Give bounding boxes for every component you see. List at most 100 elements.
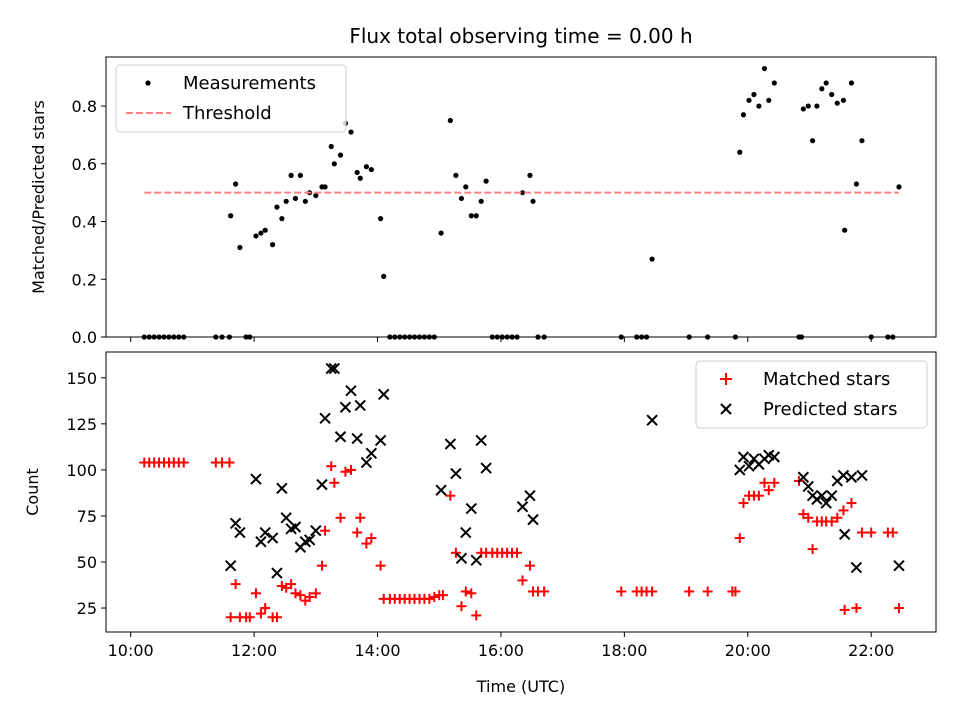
legend-marker-matched-stars xyxy=(720,373,732,385)
measurement-point xyxy=(292,195,299,202)
y-tick-label: 0.2 xyxy=(72,270,97,289)
measurement-point xyxy=(453,172,459,178)
measurement-point xyxy=(527,172,533,178)
measurement-point xyxy=(237,244,243,251)
matched-stars-point xyxy=(738,498,749,509)
matched-stars-point xyxy=(345,464,356,475)
matched-stars-point xyxy=(851,603,862,614)
predicted-stars-point xyxy=(527,513,539,526)
measurement-point xyxy=(262,227,268,233)
y-tick-label: 125 xyxy=(66,415,97,434)
measurement-point xyxy=(228,213,234,219)
measurement-point xyxy=(853,181,859,187)
top-panel: 0.00.20.40.60.8 Matched/Predicted stars … xyxy=(29,56,937,347)
matched-stars-point xyxy=(838,505,849,516)
measurement-point xyxy=(746,97,752,103)
x-tick-label: 16:00 xyxy=(478,641,524,660)
measurement-point xyxy=(814,103,820,109)
measurement-point xyxy=(463,184,469,190)
matched-stars-point xyxy=(511,547,522,558)
predicted-stars-point xyxy=(303,534,316,546)
measurement-point xyxy=(368,166,374,173)
predicted-stars-point xyxy=(856,469,868,482)
predicted-stars-point xyxy=(229,517,242,530)
predicted-stars-point xyxy=(524,489,536,502)
legend-label-measurements: Measurements xyxy=(183,73,316,94)
measurement-point xyxy=(766,97,772,103)
x-tick-label: 18:00 xyxy=(601,641,647,660)
matched-stars-point xyxy=(310,588,321,599)
matched-stars-point xyxy=(429,592,440,602)
predicted-stars-point xyxy=(743,460,755,472)
predicted-stars-point xyxy=(310,524,322,537)
predicted-stars-point xyxy=(646,414,658,426)
matched-stars-point xyxy=(340,466,351,477)
top-y-ticks: 0.0 0.2 0.4 0.6 0.8 xyxy=(72,97,106,347)
predicted-stars-point xyxy=(480,462,492,474)
measurement-point xyxy=(751,91,757,98)
predicted-stars-point xyxy=(450,467,462,480)
matched-stars-point xyxy=(445,490,456,501)
measurement-point xyxy=(649,256,655,262)
predicted-stars-point xyxy=(325,362,337,375)
matched-stars-point xyxy=(290,588,301,599)
bottom-x-ticks: 10:00 12:00 14:00 16:00 18:00 20:00 22:00 xyxy=(108,632,894,660)
matched-stars-point xyxy=(260,603,271,614)
matched-stars-point xyxy=(178,457,189,468)
measurement-point xyxy=(761,65,768,72)
predicted-stars-point xyxy=(768,451,781,463)
measurement-point xyxy=(253,233,259,239)
measurement-point xyxy=(354,169,360,176)
y-tick-label: 100 xyxy=(66,461,97,480)
matched-stars-point xyxy=(230,579,241,590)
measurement-point xyxy=(823,80,829,86)
matched-stars-point xyxy=(329,477,340,488)
matched-stars-point xyxy=(424,593,435,604)
bottom-panel-frame xyxy=(105,351,937,633)
matched-stars-point xyxy=(471,610,482,621)
measurement-point xyxy=(771,80,777,86)
predicted-stars-point xyxy=(316,478,328,491)
measurement-point xyxy=(378,216,384,222)
x-tick-label: 14:00 xyxy=(354,641,400,660)
measurement-point xyxy=(322,184,328,190)
legend-marker-predicted-stars xyxy=(720,403,732,415)
measurement-point xyxy=(258,230,264,236)
matched-stars-point xyxy=(893,603,904,614)
measurement-point xyxy=(478,198,484,204)
measurement-point xyxy=(283,198,289,204)
predicted-stars-point xyxy=(374,434,387,447)
predicted-stars-point xyxy=(734,464,746,476)
matched-stars-point xyxy=(450,547,461,558)
matched-stars-point xyxy=(856,527,867,538)
predicted-stars-point xyxy=(820,497,832,509)
chart-title: Flux total observing time = 0.00 h xyxy=(349,24,692,48)
measurement-point xyxy=(468,213,474,219)
predicted-stars-point xyxy=(460,526,472,539)
measurement-point xyxy=(840,97,847,103)
predicted-stars-point xyxy=(339,401,352,413)
bottom-legend: Matched stars Predicted stars xyxy=(695,360,928,429)
matched-stars-point xyxy=(807,544,818,555)
legend-marker-measurements xyxy=(145,80,151,86)
predicted-stars-point xyxy=(893,559,905,572)
predicted-stars-point xyxy=(435,484,447,496)
predicted-stars-point xyxy=(475,434,487,447)
matched-stars-point xyxy=(295,590,306,601)
matched-stars-point xyxy=(320,525,331,536)
measurement-point xyxy=(447,117,453,124)
measurement-point xyxy=(819,86,825,92)
predicted-stars-point xyxy=(224,559,237,572)
predicted-stars-point xyxy=(255,536,267,548)
bottom-panel-marks xyxy=(139,362,905,623)
predicted-stars-point xyxy=(280,512,292,524)
matched-stars-point xyxy=(375,560,386,571)
measurement-point xyxy=(232,181,239,187)
matched-stars-point xyxy=(647,586,658,597)
matched-stars-point xyxy=(684,586,695,597)
matched-stars-point xyxy=(355,512,366,523)
predicted-stars-point xyxy=(259,526,271,539)
predicted-stars-point xyxy=(838,528,851,541)
measurement-point xyxy=(274,204,280,210)
matched-stars-point xyxy=(539,586,550,597)
